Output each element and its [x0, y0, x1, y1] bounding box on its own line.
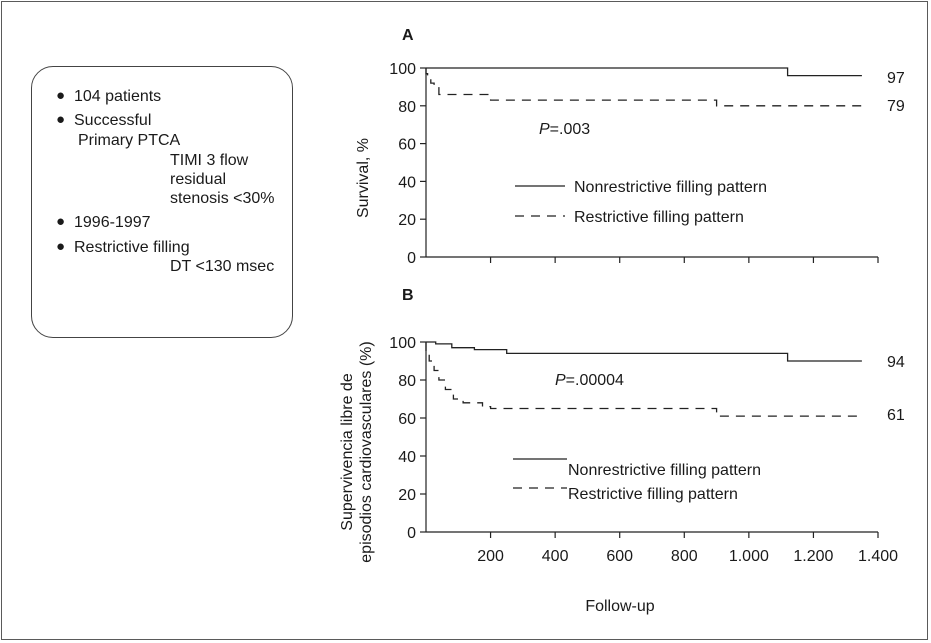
panel-a-restrictive-line: [425, 68, 862, 107]
info-item-successful: Successful: [74, 112, 152, 129]
panel-b-x-tick-label: 400: [542, 548, 569, 565]
p-italic: P: [555, 372, 566, 389]
panel-b-y-axis-label-line1: Supervivencia libre de: [339, 373, 356, 531]
bullet-icon: ●: [56, 111, 66, 128]
panel-b-y-tick-label: 100: [389, 335, 416, 352]
info-item-years: 1996-1997: [74, 214, 151, 231]
p-italic: P: [539, 121, 550, 138]
panel-b-y-tick-label: 40: [398, 449, 416, 466]
info-item-restrictive: Restrictive filling: [74, 239, 190, 256]
study-info-box: ● 104 patients ● Successful Primary PTCA…: [31, 66, 293, 338]
panel-a-y-axis-label: Survival, %: [355, 138, 372, 218]
panel-b-axes: 0 20 40 60 80 100 200 400 600 800 1.000 1.200 1.400: [389, 335, 898, 565]
panel-a-y-tick-label: 60: [398, 137, 416, 154]
panel-b-x-tick-label: 600: [606, 548, 633, 565]
panel-b-y-tick-label: 20: [398, 487, 416, 504]
bullet-icon: ●: [56, 238, 66, 255]
panel-a-p-value: P=.003: [539, 121, 590, 138]
panel-b-x-tick-label: 1.200: [793, 548, 833, 565]
panel-a-y-tick-label: 100: [389, 61, 416, 78]
legend-a-restrictive: Restrictive filling pattern: [574, 209, 744, 226]
panel-a-end-label-restrictive: 79: [887, 98, 905, 115]
panel-a-axes: 0 20 40 60 80 100: [389, 61, 879, 267]
panel-b-y-tick-label: 80: [398, 373, 416, 390]
panel-a-y-tick-label: 20: [398, 212, 416, 229]
panel-b-restrictive-line: [425, 342, 862, 417]
panel-a: A 0 20 40 60 80 100 Survival, % P=.003 Nonres…: [355, 27, 905, 267]
panel-a-end-label-nonrestrictive: 97: [887, 70, 905, 87]
panel-a-series: [425, 67, 862, 107]
panel-a-nonrestrictive-line: [426, 67, 862, 77]
panel-b-y-tick-label: 60: [398, 411, 416, 428]
p-rest: =.003: [550, 121, 591, 138]
panel-b-y-tick-label: 0: [407, 525, 416, 542]
info-subitem: Primary PTCA: [78, 132, 181, 149]
panel-b-x-tick-label: 800: [671, 548, 698, 565]
info-subitem: TIMI 3 flow: [170, 152, 249, 169]
panel-b-x-tick-label: 1.400: [858, 548, 898, 565]
x-axis-label: Follow-up: [585, 598, 654, 615]
panel-b-series: [425, 341, 862, 417]
panel-b-x-tick-label: 200: [477, 548, 504, 565]
panel-b-nonrestrictive-line: [426, 341, 862, 362]
panel-b-p-value: P=.00004: [555, 372, 624, 389]
panel-b-end-label-restrictive: 61: [887, 407, 905, 424]
panel-a-y-tick-label: 40: [398, 174, 416, 191]
panel-a-y-tick-label: 80: [398, 99, 416, 116]
legend-b-nonrestrictive: Nonrestrictive filling pattern: [568, 462, 761, 479]
panel-b: B 0 20 40 60 80 100 200 400 600 800 1.000 1.200 1.40…: [339, 287, 905, 615]
panel-b-end-label-nonrestrictive: 94: [887, 354, 905, 371]
panel-a-y-tick-label: 0: [407, 250, 416, 267]
legend-a-nonrestrictive: Nonrestrictive filling pattern: [574, 179, 767, 196]
info-subitem: stenosis <30%: [170, 190, 275, 207]
panel-b-x-tick-label: 1.000: [729, 548, 769, 565]
p-rest: =.00004: [566, 372, 624, 389]
info-subitem: residual: [170, 171, 227, 188]
legend-b-restrictive: Restrictive filling pattern: [568, 486, 738, 503]
info-item-patients: 104 patients: [74, 88, 162, 105]
bullet-icon: ●: [56, 213, 66, 230]
info-subitem: DT <130 msec: [170, 258, 275, 275]
panel-label-b: B: [402, 287, 414, 304]
panel-b-y-axis-label-line2: episodios cardiovasculares (%): [358, 341, 375, 562]
panel-label-a: A: [402, 27, 414, 44]
bullet-icon: ●: [56, 87, 66, 104]
